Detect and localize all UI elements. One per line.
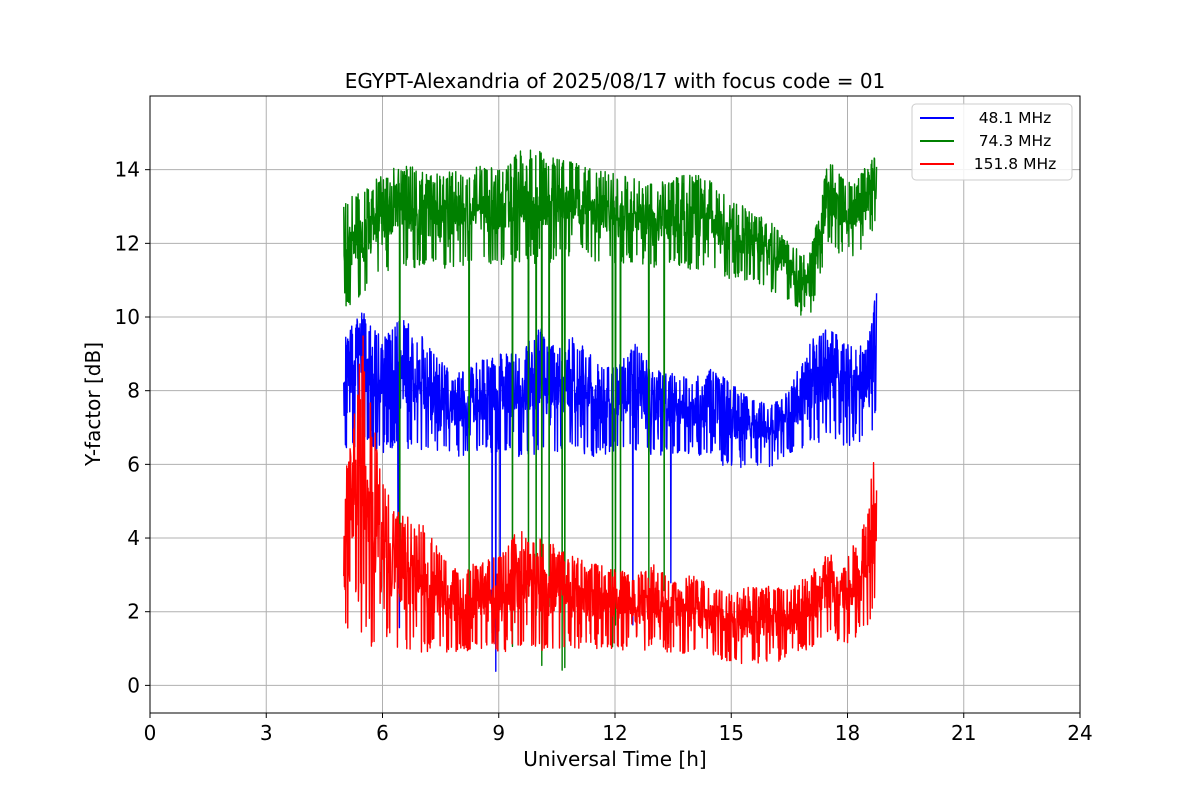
y-axis-label: Y-factor [dB] [81, 342, 105, 467]
legend-label: 74.3 MHz [979, 132, 1052, 150]
x-tick-label: 9 [492, 721, 505, 745]
y-tick-label: 12 [115, 231, 140, 255]
legend-label: 48.1 MHz [979, 109, 1052, 127]
y-tick-label: 4 [127, 526, 140, 550]
y-tick-label: 8 [127, 379, 140, 403]
chart-title: EGYPT-Alexandria of 2025/08/17 with focu… [345, 69, 886, 93]
y-tick-label: 2 [127, 600, 140, 624]
y-tick-label: 14 [115, 158, 140, 182]
x-axis-label: Universal Time [h] [523, 747, 706, 771]
legend-box [911, 103, 1073, 181]
x-tick-label: 24 [1067, 721, 1092, 745]
x-tick-label: 0 [144, 721, 157, 745]
x-tick-label: 15 [719, 721, 744, 745]
series-layer [343, 149, 878, 672]
x-tick-label: 3 [260, 721, 273, 745]
x-tick-label: 6 [376, 721, 389, 745]
series-line [343, 149, 878, 671]
legend-label: 151.8 MHz [974, 155, 1056, 173]
y-tick-label: 10 [115, 305, 140, 329]
y-tick-label: 6 [127, 452, 140, 476]
x-tick-label: 18 [835, 721, 860, 745]
legend: 48.1 MHz 74.3 MHz 151.8 MHz [911, 103, 1073, 181]
x-tick-label: 21 [951, 721, 976, 745]
series-line [343, 293, 878, 672]
x-tick-label: 12 [602, 721, 627, 745]
y-tick-label: 0 [127, 673, 140, 697]
series-line [343, 335, 878, 665]
